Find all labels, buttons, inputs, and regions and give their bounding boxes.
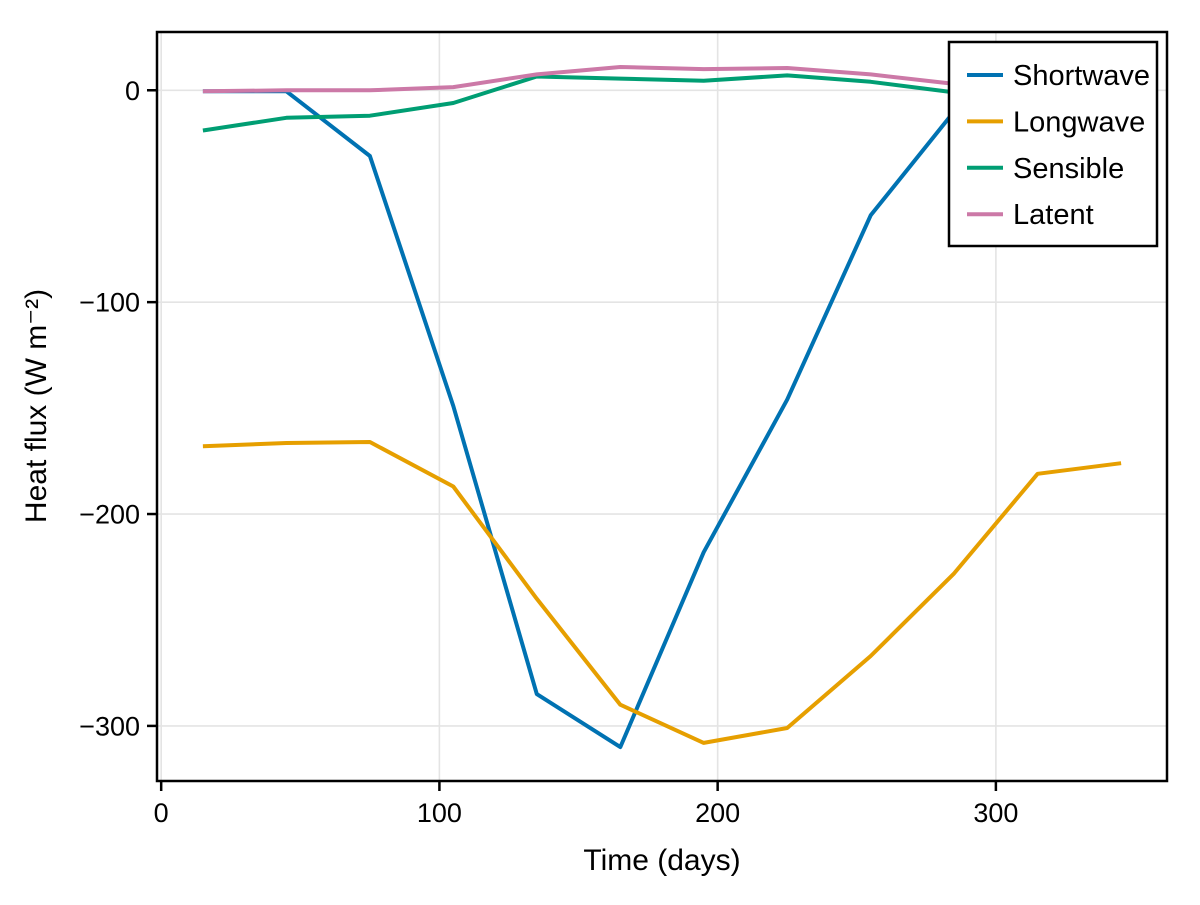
legend-entry-shortwave: Shortwave [967,60,1150,92]
series-lines [202,65,1122,750]
tick-labels: 0 100 200 300 0 −100 −200 −300 [79,76,1018,828]
legend-label-sensible: Sensible [1013,153,1124,185]
x-tick-label: 200 [695,798,740,828]
legend-label-latent: Latent [1013,199,1094,231]
legend-label-shortwave: Shortwave [1013,60,1150,92]
plot-frame [155,30,1169,783]
legend-entry-sensible: Sensible [967,153,1124,185]
series-line-sensible [202,73,955,133]
legend-entry-latent: Latent [967,199,1094,231]
x-axis-label: Time (days) [583,844,740,877]
x-tick-label: 0 [154,798,169,828]
y-tick-label: −100 [79,288,140,318]
legend-label-longwave: Longwave [1013,106,1145,138]
series-line-longwave [202,440,1122,745]
legend: Shortwave Longwave Sensible Latent [947,40,1159,248]
y-tick-label: −200 [79,500,140,530]
y-tick-label: 0 [125,76,140,106]
y-tick-label: −300 [79,711,140,741]
x-tick-label: 100 [417,798,462,828]
y-axis-label: Heat flux (W m⁻²) [20,289,53,523]
series-line-shortwave [202,89,956,750]
legend-entry-longwave: Longwave [967,106,1145,138]
axis-ticks [147,89,998,791]
x-tick-label: 300 [973,798,1018,828]
series-line-latent [202,65,955,94]
